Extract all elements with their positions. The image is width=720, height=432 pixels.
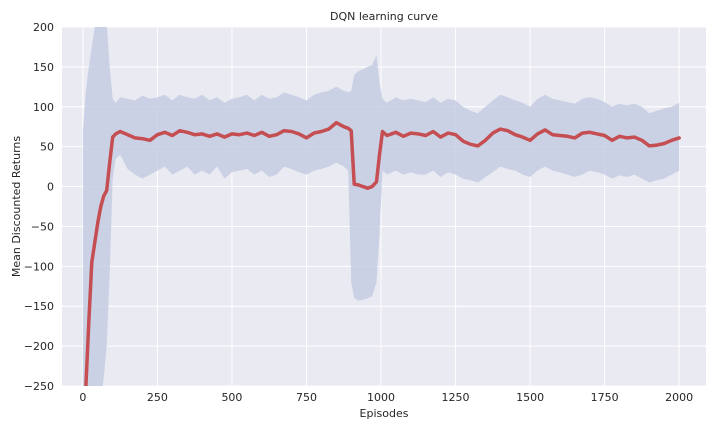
plot-background bbox=[62, 27, 706, 386]
x-tick-label: 1250 bbox=[442, 391, 470, 404]
y-tick-label: −200 bbox=[24, 340, 54, 353]
series-line bbox=[84, 120, 681, 386]
x-tick-label: 250 bbox=[147, 391, 168, 404]
chart-title: DQN learning curve bbox=[330, 10, 438, 23]
series-confidence-band bbox=[82, 27, 680, 386]
y-tick-label: −50 bbox=[31, 220, 54, 233]
x-tick-label: 750 bbox=[296, 391, 317, 404]
y-tick-label: 100 bbox=[33, 101, 54, 114]
x-tick-label: 0 bbox=[79, 391, 86, 404]
y-tick-label: −100 bbox=[24, 260, 54, 273]
x-tick-label: 1750 bbox=[591, 391, 619, 404]
y-tick-label: −150 bbox=[24, 300, 54, 313]
x-tick-label: 1000 bbox=[367, 391, 395, 404]
y-tick-label: 50 bbox=[40, 141, 54, 154]
x-tick-label: 1500 bbox=[516, 391, 544, 404]
y-tick-labels: −250 −200 −150 −100 −50 0 50 100 150 200 bbox=[24, 21, 54, 393]
x-tick-label: 500 bbox=[221, 391, 242, 404]
x-axis-label: Episodes bbox=[360, 407, 409, 420]
y-axis-label: Mean Discounted Returns bbox=[10, 136, 23, 278]
x-tick-label: 2000 bbox=[665, 391, 693, 404]
y-tick-label: −250 bbox=[24, 380, 54, 393]
y-tick-label: 0 bbox=[47, 181, 54, 194]
x-tick-labels: 0 250 500 750 1000 1250 1500 1750 2000 bbox=[79, 391, 693, 404]
y-tick-label: 150 bbox=[33, 61, 54, 74]
y-tick-label: 200 bbox=[33, 21, 54, 34]
